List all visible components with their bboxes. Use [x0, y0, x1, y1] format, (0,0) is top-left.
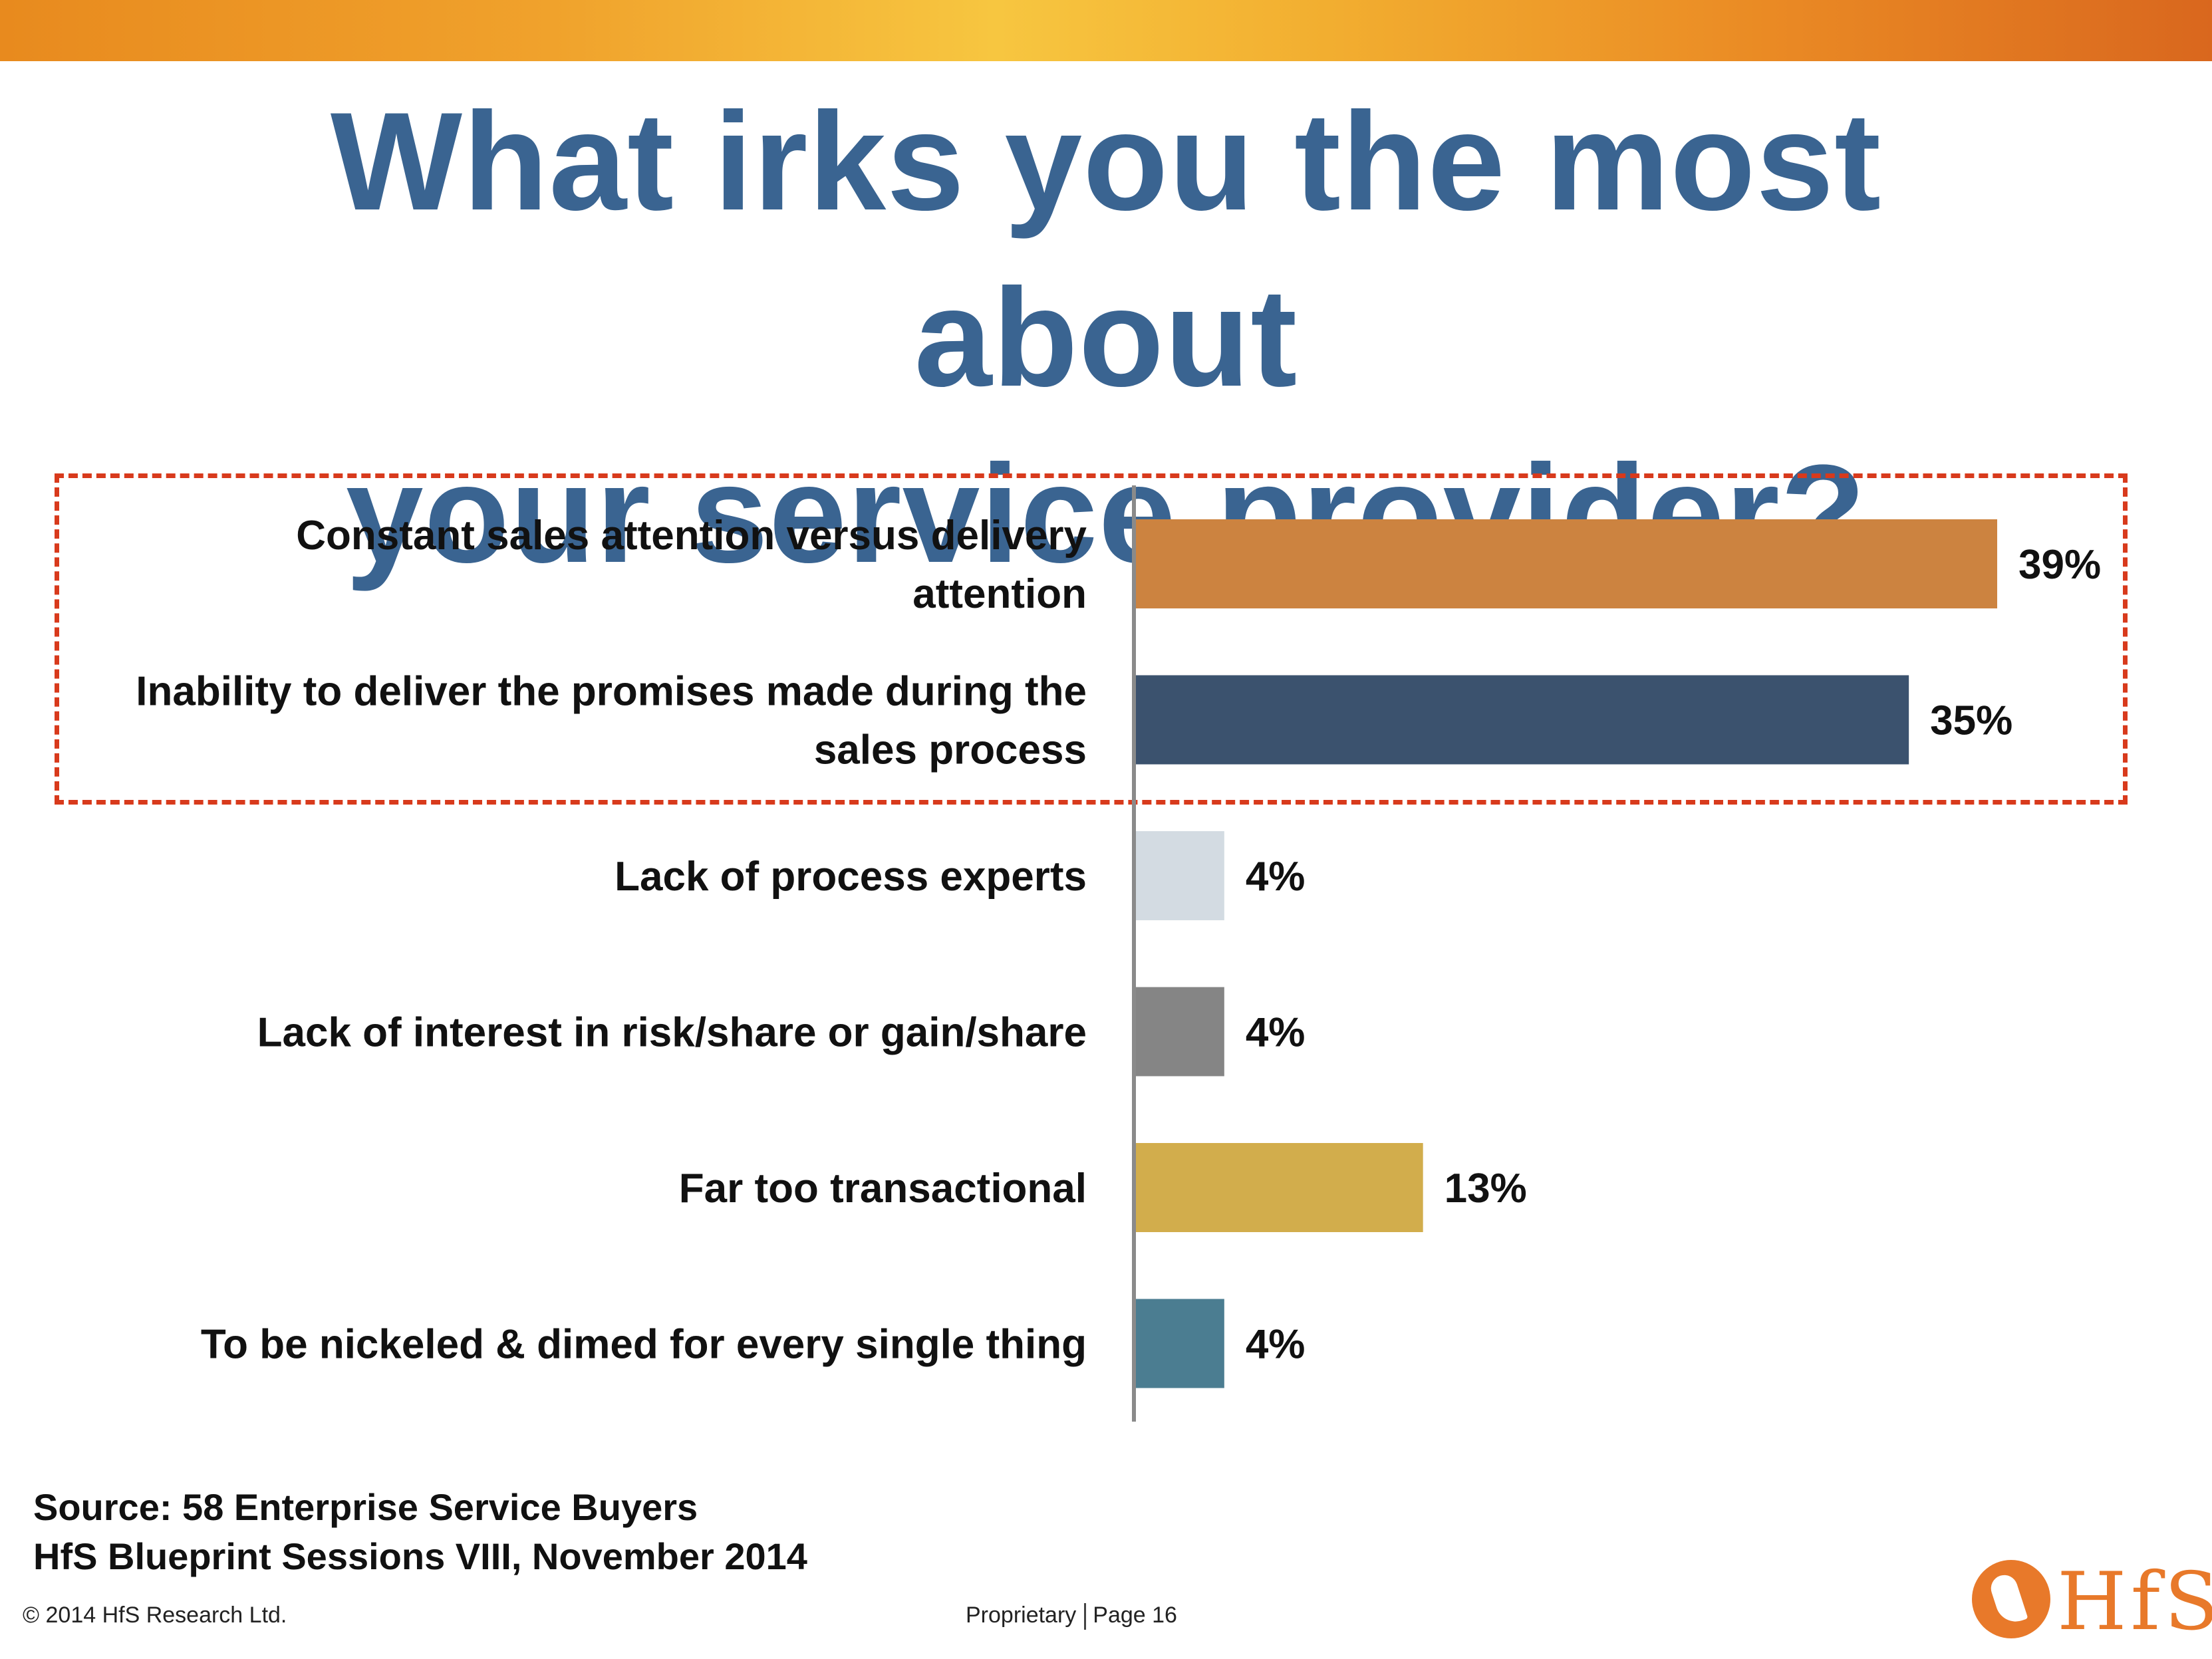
- source-line-2: HfS Blueprint Sessions VIII, November 20…: [33, 1535, 807, 1577]
- bar-5: [1136, 1143, 1423, 1232]
- proprietary-label: Proprietary: [966, 1602, 1077, 1628]
- bar-value-label-6: 4%: [1246, 1322, 1306, 1368]
- source-note: Source: 58 Enterprise Service Buyers HfS…: [33, 1483, 807, 1581]
- page-footer: Proprietary Page 16: [966, 1602, 1177, 1630]
- bar-3: [1136, 831, 1224, 920]
- bar-value-label-3: 4%: [1246, 854, 1306, 900]
- hfs-logo-text: HfS: [2057, 1556, 2212, 1648]
- bar-value-label-1: 39%: [2018, 542, 2101, 588]
- footer-separator: [1084, 1603, 1087, 1630]
- slide-title-line-1: What irks you the most about: [330, 83, 1882, 416]
- bar-value-label-2: 35%: [1930, 698, 2012, 744]
- hfs-logo: HfS: [1972, 1556, 2212, 1649]
- horse-logo-icon: [1972, 1560, 2050, 1638]
- category-label-2-line-1: Inability to deliver the promises made d…: [136, 669, 1087, 715]
- bar-4: [1136, 987, 1224, 1077]
- source-line-1: Source: 58 Enterprise Service Buyers: [33, 1486, 698, 1528]
- bar-value-label-4: 4%: [1246, 1010, 1306, 1056]
- bar-chart: 39% Constant sales attention versus deliv…: [136, 485, 2101, 1422]
- bar-1: [1136, 519, 1997, 608]
- category-label-4: Lack of interest in risk/share or gain/s…: [257, 1010, 1087, 1056]
- category-label-3: Lack of process experts: [615, 854, 1087, 900]
- category-label-5: Far too transactional: [679, 1166, 1087, 1212]
- category-label-1-line-2: attention: [912, 571, 1087, 617]
- bars-group: 39% Constant sales attention versus deliv…: [136, 513, 2101, 1388]
- highlight-box: [55, 473, 2128, 805]
- bar-2: [1136, 675, 1909, 765]
- bar-6: [1136, 1299, 1224, 1388]
- category-label-1-line-1: Constant sales attention versus delivery: [296, 513, 1087, 559]
- bar-value-label-5: 13%: [1445, 1166, 1527, 1212]
- category-label-2-line-2: sales process: [814, 727, 1087, 773]
- copyright: © 2014 HfS Research Ltd.: [23, 1602, 287, 1628]
- top-banner: [0, 0, 2212, 61]
- category-label-6: To be nickeled & dimed for every single …: [201, 1322, 1087, 1368]
- page-number: Page 16: [1093, 1602, 1177, 1628]
